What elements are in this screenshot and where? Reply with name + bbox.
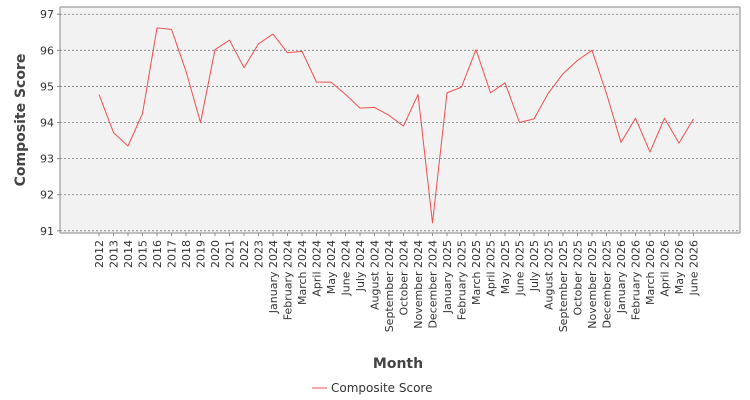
x-tick-label: 2012 <box>93 240 106 268</box>
x-tick-label: March 2024 <box>296 240 309 305</box>
x-tick-label: May 2025 <box>499 240 512 294</box>
x-tick-labels: 2012 2013 2014 2015 2016 2017 2018 2019 2020 2021… <box>93 233 701 332</box>
y-tick-label: 94 <box>40 117 54 130</box>
x-tick-label: 2016 <box>151 240 164 268</box>
y-tick-labels: 91 92 93 94 95 96 97 <box>40 8 60 238</box>
x-tick-label: 2022 <box>238 240 251 268</box>
x-tick-label: June 2024 <box>340 240 353 296</box>
x-tick-label: April 2024 <box>311 240 324 297</box>
x-tick-label: 2015 <box>137 240 150 268</box>
x-axis-title: Month <box>373 356 423 372</box>
x-tick-label: August 2024 <box>369 240 382 310</box>
x-tick-label: 2020 <box>209 240 222 268</box>
x-tick-label: November 2024 <box>412 240 425 329</box>
x-tick-label: December 2025 <box>601 240 614 329</box>
x-tick-label: May 2024 <box>325 240 338 294</box>
gridlines <box>60 13 740 232</box>
x-tick-label: January 2024 <box>267 240 280 314</box>
plot-area <box>60 7 740 233</box>
x-tick-label: October 2024 <box>398 240 411 316</box>
x-tick-label: 2013 <box>108 240 121 268</box>
x-tick-label: December 2024 <box>427 240 440 329</box>
y-axis-title: Composite Score <box>13 54 29 187</box>
x-tick-label: February 2024 <box>282 240 295 320</box>
legend: Composite Score <box>312 381 432 395</box>
x-tick-label: 2014 <box>122 240 135 268</box>
series-group <box>98 27 694 224</box>
x-tick-label: November 2025 <box>586 240 599 329</box>
series-line-composite-score <box>98 27 694 224</box>
x-tick-label: June 2026 <box>688 240 701 296</box>
x-tick-label: September 2025 <box>557 240 570 332</box>
y-tick-label: 91 <box>40 225 54 238</box>
x-tick-label: 2023 <box>253 240 266 268</box>
x-tick-label: April 2025 <box>485 240 498 297</box>
x-tick-label: May 2026 <box>673 240 686 294</box>
legend-label: Composite Score <box>331 381 432 395</box>
x-tick-label: February 2026 <box>630 240 643 320</box>
x-tick-label: March 2026 <box>644 240 657 305</box>
x-tick-label: July 2025 <box>528 240 541 292</box>
x-tick-label: September 2024 <box>383 240 396 332</box>
x-tick-label: June 2025 <box>514 240 527 296</box>
x-tick-label: July 2024 <box>354 240 367 292</box>
y-tick-label: 93 <box>40 153 54 166</box>
x-tick-label: 2018 <box>180 240 193 268</box>
y-tick-label: 95 <box>40 80 54 93</box>
x-tick-label: 2021 <box>224 240 237 268</box>
x-tick-label: April 2026 <box>659 240 672 297</box>
x-tick-label: January 2026 <box>615 240 628 314</box>
x-tick-label: March 2025 <box>470 240 483 305</box>
y-tick-label: 97 <box>40 8 54 21</box>
x-tick-label: October 2025 <box>572 240 585 316</box>
x-tick-label: February 2025 <box>456 240 469 320</box>
x-tick-label: 2017 <box>166 240 179 268</box>
x-tick-label: 2019 <box>195 240 208 268</box>
y-tick-label: 96 <box>40 44 54 57</box>
x-tick-label: January 2025 <box>441 240 454 314</box>
x-tick-label: August 2025 <box>543 240 556 310</box>
y-tick-label: 92 <box>40 189 54 202</box>
